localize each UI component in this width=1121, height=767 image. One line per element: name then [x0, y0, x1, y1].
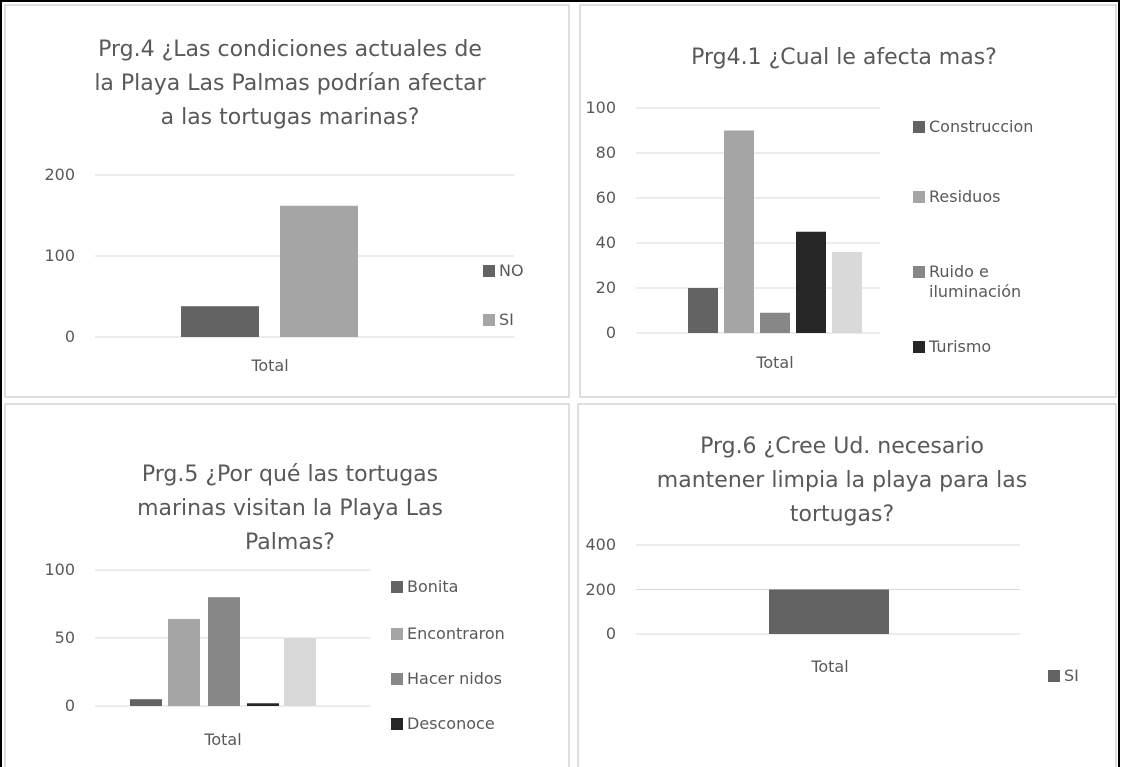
- panel: [4, 4, 570, 398]
- x-tick-label: Total: [251, 356, 289, 375]
- bar: [760, 312, 790, 333]
- y-tick-label: 60: [595, 188, 616, 207]
- bar: [796, 231, 826, 333]
- y-tick-label: 50: [54, 628, 75, 647]
- bar: [769, 589, 889, 634]
- bar: [284, 638, 316, 706]
- bar: [280, 205, 358, 337]
- bar: [208, 597, 240, 706]
- legend-swatch: [391, 628, 403, 640]
- y-tick-label: 0: [605, 624, 616, 643]
- x-tick-label: Total: [811, 657, 849, 676]
- bar: [724, 130, 754, 333]
- x-tick-label: Total: [204, 730, 242, 749]
- y-tick-label: 200: [585, 579, 616, 599]
- chart-title: a las tortugas marinas?: [160, 105, 420, 130]
- legend-label: Desconoce: [407, 714, 495, 733]
- legend-label: Bonita: [407, 577, 459, 596]
- chart-title: Prg.6 ¿Cree Ud. necesario: [700, 434, 984, 459]
- y-tick-label: 200: [44, 165, 75, 184]
- legend-label: Hacer nidos: [407, 669, 503, 688]
- bar: [247, 703, 279, 706]
- y-tick-label: 0: [605, 323, 616, 342]
- bar: [130, 699, 162, 706]
- chart-title: marinas visitan la Playa Las: [137, 496, 443, 521]
- chart-title: Prg.5 ¿Por qué las tortugas: [141, 462, 439, 487]
- legend-label: Encontraron: [407, 624, 505, 643]
- legend-label: SI: [499, 310, 514, 329]
- panel: [577, 403, 1117, 767]
- y-tick-label: 100: [585, 98, 616, 117]
- legend-label: Ruido e iluminación: [929, 262, 1022, 301]
- legend-label: Construccion: [929, 117, 1034, 136]
- legend-label: Turismo: [929, 337, 992, 356]
- chart-title: mantener limpia la playa para las: [656, 468, 1028, 493]
- y-tick-label: 100: [44, 246, 75, 265]
- chart-title: la Playa Las Palmas podrían afectar: [94, 71, 486, 96]
- bar: [181, 306, 259, 337]
- legend-swatch: [483, 314, 495, 326]
- y-tick-label: 80: [595, 143, 616, 162]
- y-tick-label: 0: [64, 696, 75, 715]
- legend-swatch: [913, 266, 925, 278]
- x-tick-label: Total: [756, 353, 794, 372]
- panel: [579, 4, 1117, 398]
- legend-swatch: [1048, 670, 1060, 682]
- bar: [832, 252, 862, 333]
- legend-swatch: [483, 265, 495, 277]
- legend-label: NO: [499, 261, 524, 280]
- legend-swatch: [913, 121, 925, 133]
- legend-swatch: [913, 191, 925, 203]
- chart-title: tortugas?: [789, 502, 895, 527]
- legend-swatch: [391, 718, 403, 730]
- y-tick-label: 400: [585, 535, 616, 554]
- legend-swatch: [391, 581, 403, 593]
- chart-title: Prg4.1 ¿Cual le afecta mas?: [691, 45, 997, 70]
- y-tick-label: 100: [44, 560, 75, 579]
- legend-label: Residuos: [929, 187, 1001, 206]
- y-tick-label: 40: [595, 233, 616, 252]
- panel: [4, 403, 570, 767]
- y-tick-label: 20: [595, 278, 616, 297]
- y-tick-label: 0: [64, 327, 75, 346]
- legend-swatch: [913, 341, 925, 353]
- bar: [168, 618, 200, 706]
- legend-label: SI: [1064, 666, 1079, 685]
- bar: [688, 288, 718, 333]
- legend-swatch: [391, 673, 403, 685]
- chart-title: Prg.4 ¿Las condiciones actuales de: [98, 37, 482, 62]
- chart-title: Palmas?: [245, 530, 335, 555]
